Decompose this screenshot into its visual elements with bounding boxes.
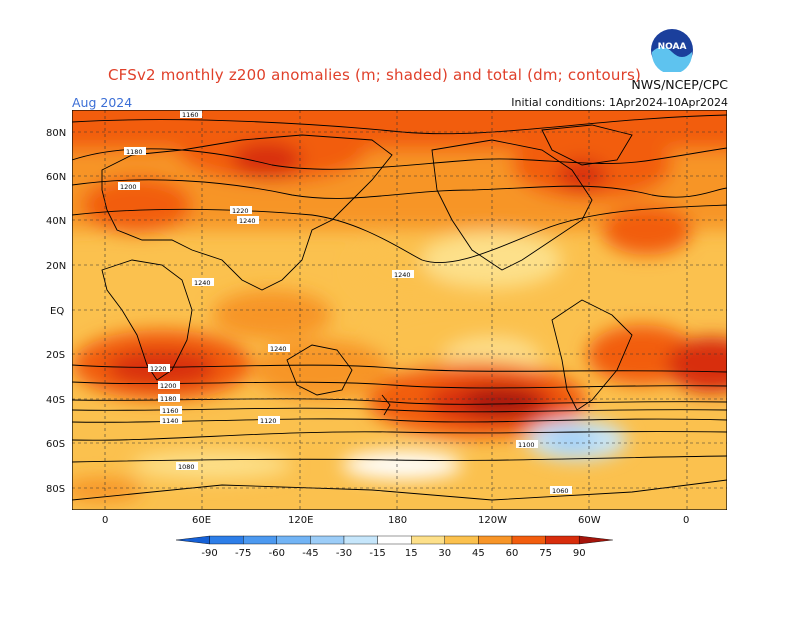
colorbar-swatch (209, 535, 244, 545)
lon-label: 0 (683, 515, 689, 526)
colorbar-tick-label: 60 (506, 548, 519, 559)
lat-label: 40N (46, 216, 66, 227)
contour-label: 1160 (180, 110, 202, 119)
lat-label: 80N (46, 128, 66, 139)
svg-text:1240: 1240 (270, 345, 287, 353)
colorbar-swatch (343, 535, 378, 545)
svg-text:1100: 1100 (518, 441, 535, 449)
svg-text:1120: 1120 (260, 417, 277, 425)
colorbar-swatch (444, 535, 479, 545)
contour-label: 1240 (192, 278, 214, 287)
contour-label: 1100 (516, 440, 538, 449)
latitude-axis: 80N 60N 40N 20N EQ 20S 40S 60S 80S (46, 128, 66, 495)
lat-label: 80S (46, 484, 65, 495)
svg-text:1060: 1060 (552, 487, 569, 495)
svg-text:1160: 1160 (162, 407, 179, 415)
agency-label: NWS/NCEP/CPC (631, 77, 728, 92)
svg-text:1180: 1180 (126, 148, 143, 156)
contour-label: 1180 (158, 394, 180, 403)
colorbar-tick-label: -60 (269, 548, 285, 559)
colorbar-swatch (276, 535, 311, 545)
svg-text:1220: 1220 (232, 207, 249, 215)
colorbar-swatch (310, 535, 345, 545)
colorbar-tick-label: 75 (539, 548, 552, 559)
contour-label: 1240 (392, 270, 414, 279)
lat-label: EQ (50, 306, 64, 317)
colorbar-swatch (410, 535, 445, 545)
colorbar-tick-label: -90 (201, 548, 217, 559)
colorbar-tick-label: -15 (369, 548, 385, 559)
svg-text:1180: 1180 (160, 395, 177, 403)
svg-text:1240: 1240 (239, 217, 256, 225)
colorbar-tick-label: 15 (405, 548, 418, 559)
svg-text:1160: 1160 (182, 111, 199, 119)
svg-text:1240: 1240 (394, 271, 411, 279)
colorbar-swatch (478, 535, 513, 545)
lon-label: 120E (288, 515, 313, 526)
contour-label: 1200 (118, 182, 140, 191)
forecast-month: Aug 2024 (72, 95, 133, 110)
svg-text:1220: 1220 (150, 365, 167, 373)
contour-label: 1140 (160, 416, 182, 425)
noaa-logo-icon: NOAA (651, 29, 693, 72)
lon-label: 180 (388, 515, 407, 526)
contour-label: 1120 (258, 416, 280, 425)
longitude-axis: 0 60E 120E 180 120W 60W 0 (102, 515, 689, 526)
svg-text:1240: 1240 (194, 279, 211, 287)
colorbar-swatch (176, 535, 210, 545)
contour-label: 1220 (148, 364, 170, 373)
svg-text:1200: 1200 (120, 183, 137, 191)
lat-label: 60S (46, 439, 65, 450)
colorbar-tick-label: 30 (438, 548, 451, 559)
colorbar-swatch (511, 535, 546, 545)
contour-label: 1080 (176, 462, 198, 471)
colorbar-tick-label: 45 (472, 548, 485, 559)
colorbar: -90 -75 -60 -45 -30 -15 15 30 45 60 75 90 (176, 535, 613, 559)
colorbar-swatch (377, 535, 412, 545)
contour-label: 1160 (160, 406, 182, 415)
anomaly-map: 1160 1180 1200 1220 1240 1240 1240 1240 … (72, 110, 727, 510)
colorbar-swatch (545, 535, 580, 545)
colorbar-ticks: -90 -75 -60 -45 -30 -15 15 30 45 60 75 90 (201, 548, 585, 559)
lon-label: 0 (102, 515, 108, 526)
lat-label: 20N (46, 261, 66, 272)
colorbar-tick-label: -75 (235, 548, 251, 559)
contour-label: 1180 (124, 147, 146, 156)
graticule (72, 110, 727, 510)
colorbar-tick-label: 90 (573, 548, 586, 559)
lat-label: 40S (46, 395, 65, 406)
contour-labels: 1160 1180 1200 1220 1240 1240 1240 1240 … (118, 110, 572, 495)
contour-label: 1240 (237, 216, 259, 225)
map-title: CFSv2 monthly z200 anomalies (m; shaded)… (108, 66, 642, 84)
lon-label: 60E (192, 515, 211, 526)
colorbar-tick-label: -45 (302, 548, 318, 559)
lon-label: 120W (478, 515, 507, 526)
contour-label: 1200 (158, 381, 180, 390)
colorbar-swatches (176, 535, 613, 545)
lat-label: 60N (46, 172, 66, 183)
lon-label: 60W (578, 515, 601, 526)
lat-label: 20S (46, 350, 65, 361)
colorbar-swatch (579, 535, 613, 545)
contour-label: 1240 (268, 344, 290, 353)
colorbar-tick-label: -30 (336, 548, 352, 559)
initial-conditions: Initial conditions: 1Apr2024-10Apr2024 (511, 96, 728, 109)
noaa-logo-text: NOAA (658, 42, 687, 52)
colorbar-swatch (242, 535, 277, 545)
svg-text:1200: 1200 (160, 382, 177, 390)
svg-text:1080: 1080 (178, 463, 195, 471)
contour-label: 1220 (230, 206, 252, 215)
contour-label: 1060 (550, 486, 572, 495)
svg-text:1140: 1140 (162, 417, 179, 425)
